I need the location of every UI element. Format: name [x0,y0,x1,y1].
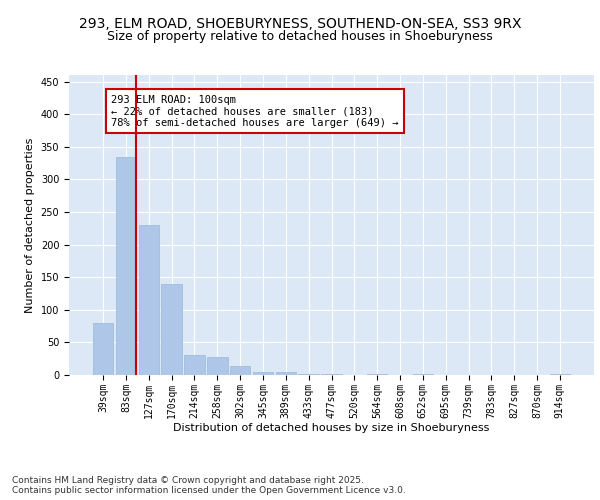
Bar [367,374,388,375]
Bar [321,374,342,375]
Text: 293, ELM ROAD, SHOEBURYNESS, SOUTHEND-ON-SEA, SS3 9RX: 293, ELM ROAD, SHOEBURYNESS, SOUTHEND-ON… [79,18,521,32]
Bar [230,366,250,375]
Bar [413,374,433,375]
Bar [298,374,319,375]
Bar [253,372,273,375]
Bar [184,356,205,375]
Text: Contains HM Land Registry data © Crown copyright and database right 2025.
Contai: Contains HM Land Registry data © Crown c… [12,476,406,495]
Bar [139,225,159,375]
Bar [550,374,570,375]
Bar [116,156,136,375]
Text: 293 ELM ROAD: 100sqm
← 22% of detached houses are smaller (183)
78% of semi-deta: 293 ELM ROAD: 100sqm ← 22% of detached h… [111,94,398,128]
Y-axis label: Number of detached properties: Number of detached properties [25,138,35,312]
Bar [275,372,296,375]
Bar [207,356,227,375]
Bar [161,284,182,375]
Text: Size of property relative to detached houses in Shoeburyness: Size of property relative to detached ho… [107,30,493,43]
X-axis label: Distribution of detached houses by size in Shoeburyness: Distribution of detached houses by size … [173,424,490,434]
Bar [93,323,113,375]
